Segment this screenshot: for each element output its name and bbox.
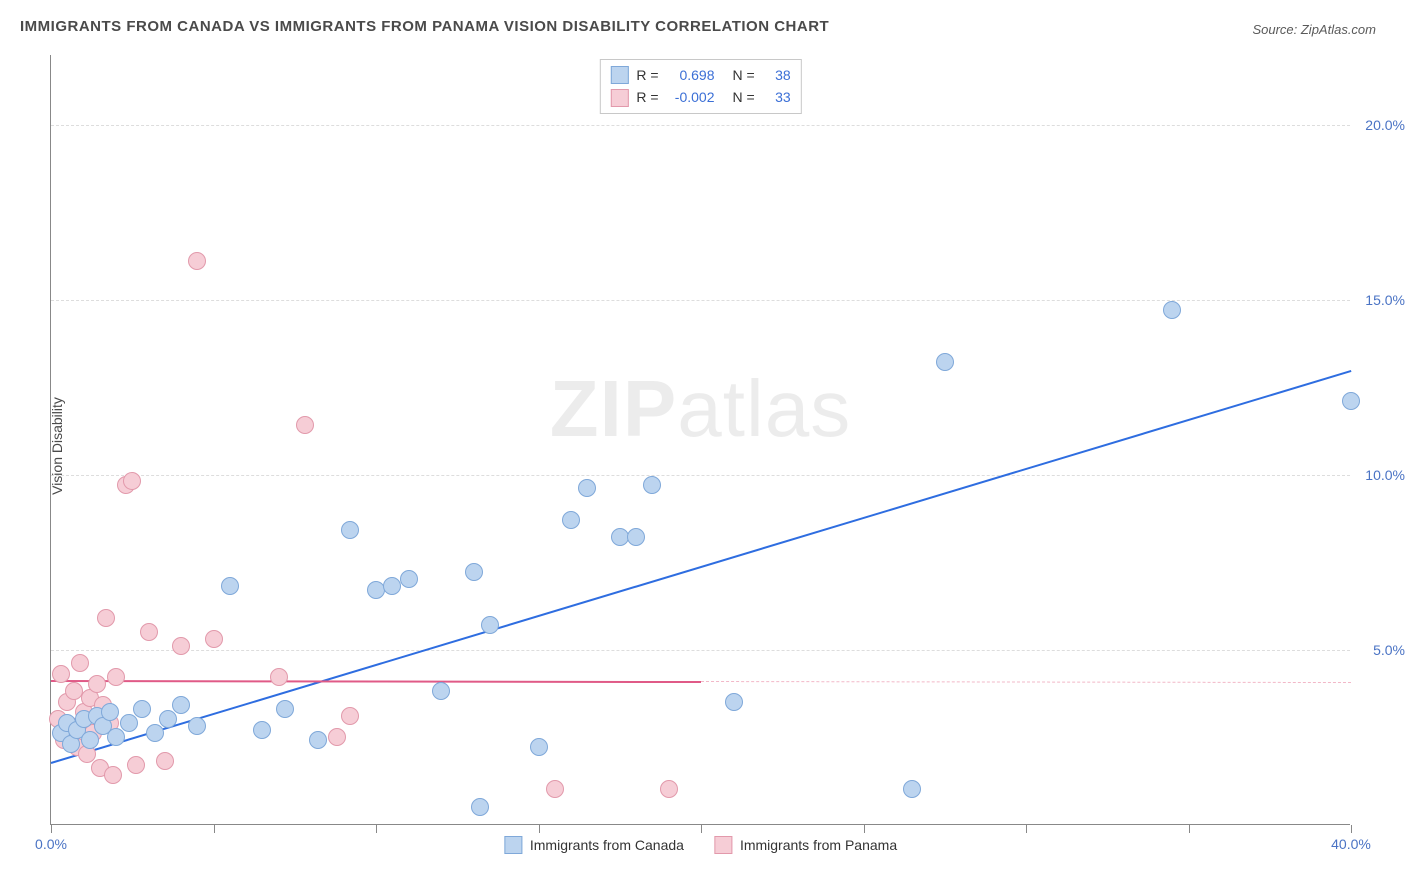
source-value: ZipAtlas.com [1301,22,1376,37]
data-point [471,798,489,816]
legend-n-value: 38 [763,64,791,86]
legend-swatch [610,66,628,84]
data-point [936,353,954,371]
legend-r-value: 0.698 [667,64,715,86]
data-point [481,616,499,634]
data-point [328,728,346,746]
data-point [643,476,661,494]
legend-r-label: R = [636,64,658,86]
data-point [107,728,125,746]
legend-swatch [504,836,522,854]
data-point [159,710,177,728]
data-point [253,721,271,739]
data-point [1163,301,1181,319]
scatter-plot-area: ZIPatlas R =0.698N =38R =-0.002N =33 Imm… [50,55,1350,825]
data-point [546,780,564,798]
chart-title: IMMIGRANTS FROM CANADA VS IMMIGRANTS FRO… [20,18,829,35]
data-point [81,731,99,749]
watermark-light: atlas [677,364,851,453]
data-point [432,682,450,700]
data-point [578,479,596,497]
y-tick-label: 10.0% [1365,467,1405,483]
data-point [276,700,294,718]
data-point [172,637,190,655]
data-point [52,665,70,683]
data-point [270,668,288,686]
data-point [104,766,122,784]
data-point [221,577,239,595]
data-point [660,780,678,798]
legend-item: Immigrants from Panama [714,836,897,854]
trendline [51,680,701,683]
data-point [309,731,327,749]
data-point [107,668,125,686]
data-point [156,752,174,770]
legend-label: Immigrants from Canada [530,837,684,853]
data-point [341,707,359,725]
x-tick-label: 0.0% [35,836,67,852]
source-label: Source: [1252,22,1300,37]
data-point [367,581,385,599]
data-point [120,714,138,732]
legend-swatch [714,836,732,854]
data-point [146,724,164,742]
x-tick [1189,825,1190,833]
correlation-legend: R = 0.698 N = 38 R = -0.002 N = 33 [599,59,801,114]
data-point [133,700,151,718]
trendline-extension [701,681,1351,683]
legend-row: R = -0.002 N = 33 [610,86,790,108]
trendline [51,370,1352,764]
legend-n-value: 33 [763,86,791,108]
legend-r-label: R = [636,86,658,108]
data-point [188,717,206,735]
x-tick-label: 40.0% [1331,836,1371,852]
x-tick [51,825,52,833]
data-point [465,563,483,581]
data-point [627,528,645,546]
data-point [562,511,580,529]
gridline [51,650,1350,651]
data-point [1342,392,1360,410]
data-point [725,693,743,711]
x-tick [1351,825,1352,833]
x-tick [539,825,540,833]
data-point [205,630,223,648]
x-tick [1026,825,1027,833]
legend-swatch [610,89,628,107]
legend-item: Immigrants from Canada [504,836,684,854]
data-point [88,675,106,693]
data-point [296,416,314,434]
legend-n-label: N = [733,86,755,108]
x-tick [864,825,865,833]
data-point [123,472,141,490]
gridline [51,300,1350,301]
y-tick-label: 5.0% [1373,642,1405,658]
data-point [127,756,145,774]
source-attribution: Source: ZipAtlas.com [1252,22,1376,37]
data-point [172,696,190,714]
y-tick-label: 20.0% [1365,117,1405,133]
data-point [341,521,359,539]
data-point [71,654,89,672]
x-tick [701,825,702,833]
watermark-bold: ZIP [550,364,677,453]
y-tick-label: 15.0% [1365,292,1405,308]
legend-r-value: -0.002 [667,86,715,108]
watermark: ZIPatlas [550,363,851,455]
x-tick [376,825,377,833]
data-point [400,570,418,588]
legend-n-label: N = [733,64,755,86]
data-point [97,609,115,627]
legend-label: Immigrants from Panama [740,837,897,853]
data-point [530,738,548,756]
gridline [51,475,1350,476]
x-tick [214,825,215,833]
data-point [903,780,921,798]
data-point [140,623,158,641]
data-point [188,252,206,270]
data-point [101,703,119,721]
series-legend: Immigrants from Canada Immigrants from Pa… [504,836,897,854]
gridline [51,125,1350,126]
legend-row: R = 0.698 N = 38 [610,64,790,86]
